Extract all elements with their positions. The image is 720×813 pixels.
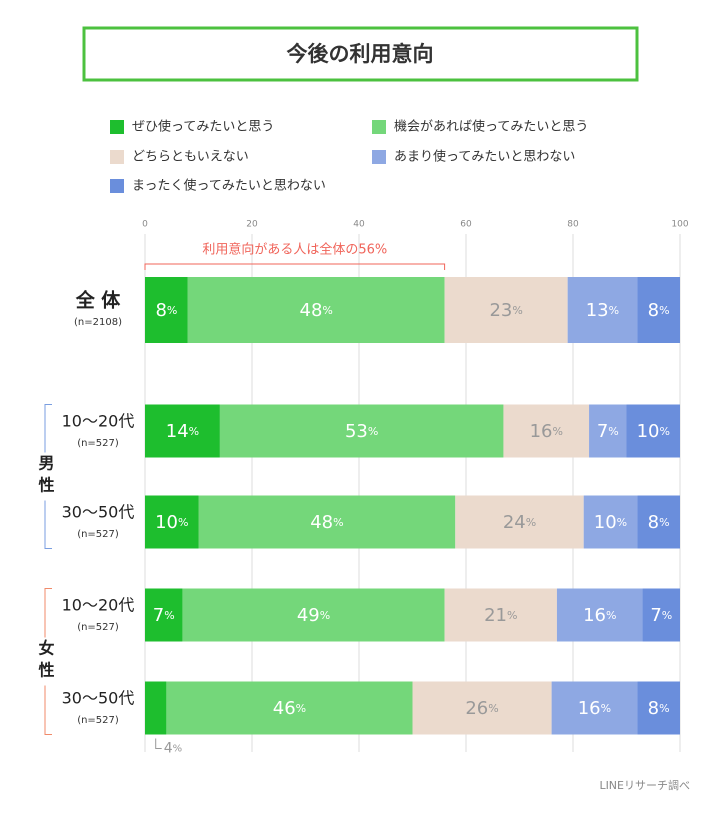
legend-label: 機会があれば使ってみたいと思う [394, 119, 588, 135]
legend-label: ぜひ使ってみたいと思う [132, 119, 274, 135]
value-label: 10% [155, 512, 188, 533]
bar-segment [444, 277, 568, 343]
bar-segment [583, 495, 638, 549]
value-label: 7% [153, 605, 175, 626]
annotation: 利用意向がある人は全体の56% [202, 242, 387, 258]
value-label: 23% [489, 300, 522, 321]
annotation-bracket [144, 263, 446, 270]
category-label: 30〜50代 [62, 503, 135, 522]
x-tick-label: 60 [460, 220, 472, 230]
group-label-bg [36, 637, 54, 686]
category-label: 30〜50代 [62, 689, 135, 708]
chart-title: 今後の利用意向 [287, 42, 434, 66]
x-tick-label: 80 [567, 220, 579, 230]
bar-segment [556, 588, 643, 642]
bar-segment [145, 495, 199, 549]
legend-swatch [372, 150, 386, 164]
bar-segment [455, 495, 584, 549]
legend-swatch [110, 120, 124, 134]
legend-label: まったく使ってみたいと思わない [132, 178, 326, 194]
value-label: 48% [310, 512, 343, 533]
x-tick-label: 100 [671, 220, 688, 230]
sample-size: (n=2108) [74, 317, 122, 328]
value-label: 53% [345, 421, 378, 442]
x-tick-label: 20 [246, 220, 258, 230]
bar-segment [637, 277, 680, 343]
bar-segment [182, 588, 445, 642]
bar-segment [219, 404, 504, 458]
value-label: 21% [484, 605, 517, 626]
value-label: 49% [297, 605, 330, 626]
value-label: 14% [166, 421, 199, 442]
sample-size: (n=527) [77, 529, 119, 540]
bar-segment [412, 681, 552, 735]
value-label: 8% [648, 512, 670, 533]
value-label: 10% [594, 512, 627, 533]
sample-size: (n=527) [77, 622, 119, 633]
legend-swatch [110, 179, 124, 193]
category-label: 10〜20代 [62, 412, 135, 431]
value-label: 26% [465, 698, 498, 719]
group-label-bg [36, 452, 54, 501]
bar-segment [642, 588, 680, 642]
sample-size: (n=527) [77, 438, 119, 449]
value-label: 7% [597, 421, 619, 442]
bar-segment [145, 404, 220, 458]
bar-segment [626, 404, 680, 458]
title-box [82, 26, 639, 82]
value-label: 24% [503, 512, 536, 533]
value-label: 46% [273, 698, 306, 719]
bar-segment [637, 495, 680, 549]
value-label: 10% [637, 421, 670, 442]
value-label: 16% [530, 421, 563, 442]
x-tick-label: 0 [142, 220, 148, 230]
sample-size: (n=527) [77, 715, 119, 726]
bar-segment [567, 277, 638, 343]
value-label: 8% [648, 698, 670, 719]
value-label: 7% [650, 605, 672, 626]
value-label: 4% [164, 741, 182, 757]
source: LINEリサーチ調べ [599, 778, 690, 792]
value-label: 16% [583, 605, 616, 626]
value-label: 8% [648, 300, 670, 321]
x-tick-label: 40 [353, 220, 365, 230]
category-label: 全 体 [75, 289, 122, 312]
legend-label: あまり使ってみたいと思わない [394, 149, 575, 165]
category-label: 10〜20代 [62, 596, 135, 615]
bar-segment [145, 588, 183, 642]
bar-segment [444, 588, 557, 642]
bar-segment [187, 277, 445, 343]
group-label: 男性 [36, 455, 55, 499]
legend-label: どちらともいえない [132, 150, 249, 165]
leader-line [155, 738, 162, 749]
bar-segment [637, 681, 680, 735]
bar-segment [503, 404, 590, 458]
legend-swatch [372, 120, 386, 134]
bar-segment [551, 681, 638, 735]
bar-segment [166, 681, 413, 735]
value-label: 8% [155, 300, 177, 321]
bar-segment [198, 495, 456, 549]
bar-segment [145, 277, 188, 343]
legend-swatch [110, 150, 124, 164]
bar-segment [589, 404, 627, 458]
bar-segment [145, 681, 167, 735]
value-label: 48% [300, 300, 333, 321]
value-label: 16% [578, 698, 611, 719]
group-label: 女性 [36, 639, 55, 684]
value-label: 13% [586, 300, 619, 321]
